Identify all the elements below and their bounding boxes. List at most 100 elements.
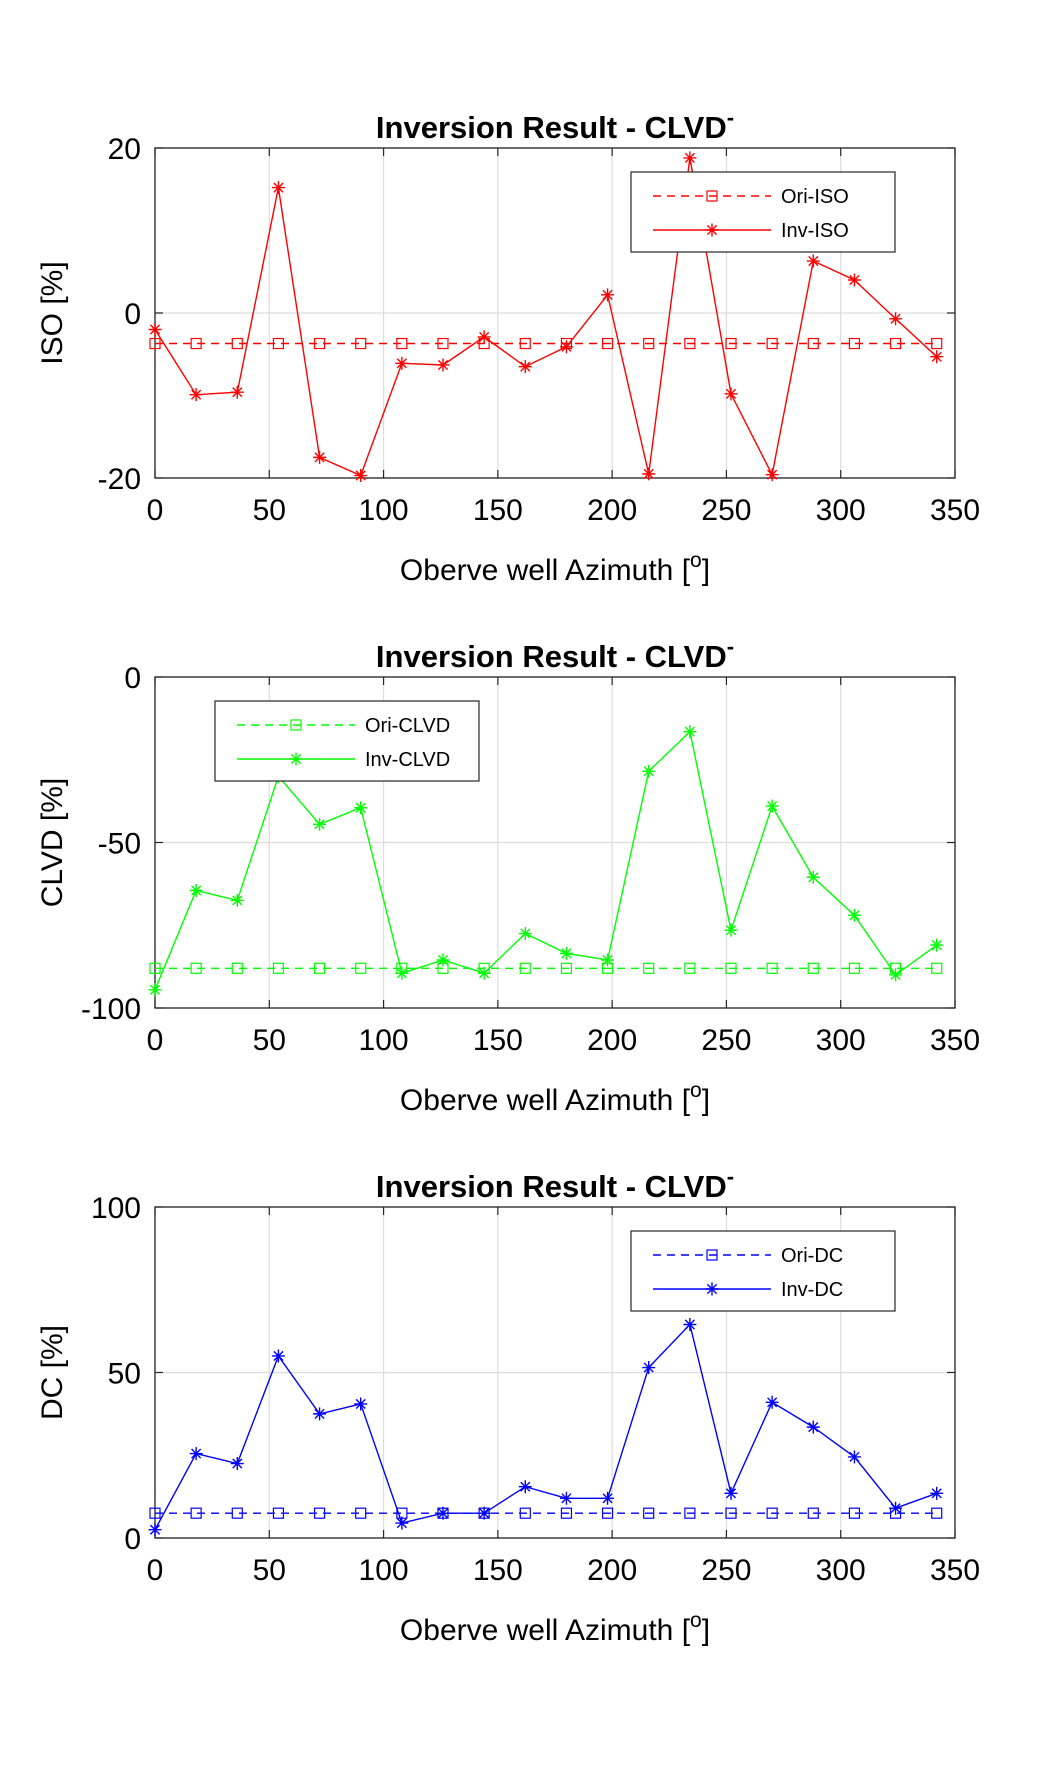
series-inv-dc [148,1318,944,1537]
square-marker [519,962,531,974]
legend-asterisk-marker [705,223,719,237]
x-axis-label: Oberve well Azimuth [o] [400,1079,710,1117]
chart-title-text: Inversion Result - CLVD [376,1169,727,1204]
square-marker [519,337,531,350]
x-axis-label-text: Oberve well Azimuth [ [400,1614,691,1647]
series-line [154,1323,937,1531]
x-tick-label: 300 [816,1024,866,1057]
square-marker [766,962,778,974]
asterisk-marker [683,151,697,165]
legend-box [630,171,896,253]
x-axis-label-superscript: o [690,1609,702,1632]
asterisk-marker [271,181,285,195]
asterisk-marker [313,817,327,831]
x-tick-label: 150 [473,494,523,527]
asterisk-marker [477,330,491,344]
asterisk-marker [559,1491,573,1505]
asterisk-marker [559,340,573,354]
asterisk-marker [436,953,450,967]
legend-asterisk-marker [705,1282,719,1296]
square-marker [643,962,655,974]
chart-panel-3: 0 50 100 150 200 250 300 350 0 50 100 Inversion Res… [36,1164,980,1647]
asterisk-marker [601,288,615,302]
x-tick-label: 250 [701,1024,751,1057]
asterisk-marker [806,870,820,884]
x-tick-label: 250 [701,1554,751,1587]
asterisk-marker [230,1457,244,1471]
square-marker [190,337,202,350]
chart-title-superscript: - [727,634,734,659]
x-axis-label-suffix: ] [702,554,710,587]
asterisk-marker [847,908,861,922]
asterisk-marker [683,1318,697,1332]
square-marker [190,1507,202,1519]
square-marker [519,1507,531,1519]
square-marker [931,1507,943,1519]
asterisk-marker [148,323,162,336]
legend-label: Inv-DC [781,1279,843,1301]
chart-title: Inversion Result - CLVD- [376,105,734,145]
y-axis-label: CLVD [%] [36,778,69,907]
square-marker [231,1507,243,1519]
square-marker [601,1507,614,1519]
asterisk-marker [395,1516,409,1530]
square-marker [396,337,408,350]
asterisk-marker [148,983,162,997]
square-marker [313,1507,326,1519]
x-tick-label: 200 [587,494,637,527]
square-marker [643,1507,655,1519]
square-marker [190,962,202,974]
square-marker [684,962,696,974]
square-marker [560,962,573,974]
square-marker [766,1507,778,1519]
square-marker [149,337,161,350]
series-ori-iso [149,337,943,350]
asterisk-marker [477,1506,491,1520]
y-tick-label: 50 [108,1358,141,1391]
asterisk-marker [313,450,327,464]
legend: Ori-ISO Inv-ISO [630,171,896,253]
asterisk-marker [930,350,944,364]
square-marker [643,337,655,350]
series-inv-clvd [148,725,944,997]
asterisk-marker [930,1486,944,1500]
square-marker [931,962,943,974]
square-marker [848,1507,861,1519]
asterisk-marker [354,801,368,815]
asterisk-marker [724,923,738,937]
asterisk-marker [847,1450,861,1464]
x-tick-label: 200 [587,1024,637,1057]
asterisk-marker [148,1523,162,1537]
y-tick-label: -20 [98,463,141,496]
x-tick-label: 50 [253,1554,286,1587]
square-marker [272,962,285,974]
square-marker [355,962,367,974]
asterisk-marker [806,1420,820,1434]
y-tick-label: 0 [124,662,141,695]
legend-square-marker [706,1249,718,1261]
asterisk-marker [765,1395,779,1409]
x-tick-label: 150 [473,1024,523,1057]
y-tick-label: 0 [124,298,141,331]
x-tick-label: 300 [816,494,866,527]
series-inv-iso [148,151,944,483]
asterisk-marker [806,254,820,268]
legend: Ori-DC Inv-DC [630,1230,896,1312]
x-axis-label-text: Oberve well Azimuth [ [400,1084,691,1117]
square-marker [231,337,243,350]
square-marker [848,962,861,974]
x-axis-label-superscript: o [690,1079,702,1102]
x-axis-label: Oberve well Azimuth [o] [400,1609,710,1647]
asterisk-marker [230,893,244,907]
square-marker [807,337,819,350]
square-marker [149,962,161,974]
square-marker [355,1507,367,1519]
asterisk-marker [847,273,861,287]
asterisk-marker [354,1397,368,1411]
square-marker [272,337,285,350]
asterisk-marker [642,1361,656,1375]
legend-label: Ori-DC [781,1245,843,1267]
x-tick-label: 250 [701,494,751,527]
x-tick-label: 50 [253,1024,286,1057]
